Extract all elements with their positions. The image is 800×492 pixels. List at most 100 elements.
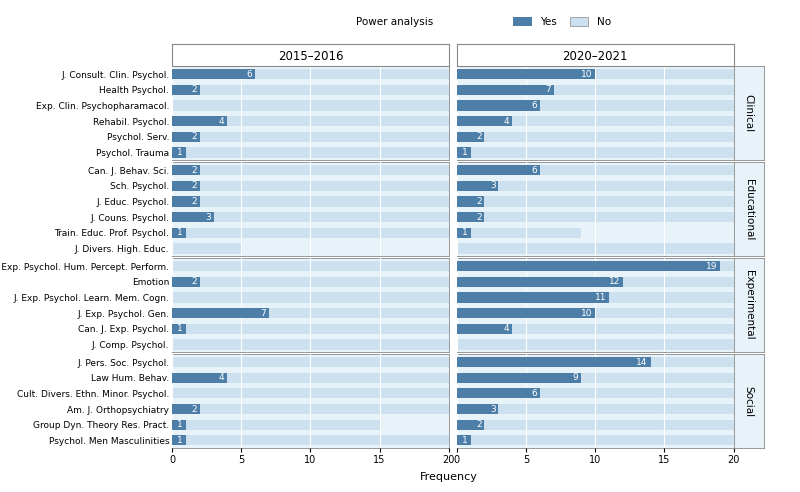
Text: 2: 2 <box>476 197 482 206</box>
Bar <box>457 292 734 303</box>
Bar <box>457 339 734 349</box>
Text: 14: 14 <box>637 358 648 367</box>
Text: 6: 6 <box>531 389 537 398</box>
Bar <box>172 228 186 238</box>
Text: 6: 6 <box>531 166 537 175</box>
Bar <box>457 196 734 207</box>
Bar <box>457 181 734 191</box>
Bar <box>457 181 498 191</box>
Bar <box>457 324 512 334</box>
Text: 3: 3 <box>490 404 495 414</box>
Bar <box>457 435 734 445</box>
Text: 10: 10 <box>581 308 593 318</box>
Bar <box>172 388 449 399</box>
Text: 7: 7 <box>260 308 266 318</box>
Text: 6: 6 <box>531 101 537 110</box>
Text: 2: 2 <box>191 86 197 94</box>
Bar <box>172 404 449 414</box>
Bar <box>457 404 498 414</box>
Bar <box>457 261 734 271</box>
Bar <box>457 100 734 111</box>
Bar <box>457 261 720 271</box>
Bar <box>457 308 595 318</box>
Bar <box>172 132 449 142</box>
Bar <box>172 196 200 207</box>
Bar <box>457 165 734 175</box>
Bar <box>457 212 734 222</box>
Text: Clinical: Clinical <box>744 94 754 132</box>
Text: 2015–2016: 2015–2016 <box>278 50 343 63</box>
Text: 4: 4 <box>504 324 510 333</box>
Text: 3: 3 <box>205 213 210 222</box>
Text: 1: 1 <box>178 324 183 333</box>
Text: 1: 1 <box>462 148 468 157</box>
Text: 1: 1 <box>462 436 468 445</box>
Text: 1: 1 <box>178 148 183 157</box>
Text: Social: Social <box>744 386 754 417</box>
Bar <box>172 196 449 207</box>
Text: 6: 6 <box>246 70 252 79</box>
Text: 2: 2 <box>191 277 197 286</box>
Bar <box>457 69 595 79</box>
Text: 2: 2 <box>191 182 197 190</box>
Bar <box>457 404 734 414</box>
Text: 4: 4 <box>219 373 225 382</box>
Bar <box>172 261 449 271</box>
Bar <box>172 228 449 238</box>
Bar <box>172 277 200 287</box>
Bar <box>172 165 200 175</box>
Bar <box>457 100 540 111</box>
Bar <box>172 181 449 191</box>
Bar <box>172 116 449 126</box>
Bar <box>172 69 255 79</box>
Bar <box>172 420 186 430</box>
Bar <box>172 212 214 222</box>
Bar <box>172 165 449 175</box>
Bar <box>172 357 449 367</box>
Bar <box>172 244 242 253</box>
Text: 2: 2 <box>476 213 482 222</box>
Bar <box>172 69 449 79</box>
Bar <box>172 420 379 430</box>
Bar <box>457 324 734 334</box>
Text: Educational: Educational <box>744 179 754 240</box>
Bar <box>457 388 734 399</box>
Text: 1: 1 <box>178 436 183 445</box>
Text: 1: 1 <box>178 420 183 429</box>
Bar <box>457 69 734 79</box>
Bar <box>457 85 734 95</box>
Bar <box>172 404 200 414</box>
Text: 1: 1 <box>178 228 183 237</box>
Bar <box>172 277 449 287</box>
Bar <box>457 228 470 238</box>
Text: 2: 2 <box>476 420 482 429</box>
Bar <box>172 148 186 157</box>
Bar <box>457 420 734 430</box>
Bar <box>457 228 582 238</box>
Text: 2: 2 <box>191 132 197 141</box>
Bar <box>457 165 540 175</box>
Text: 3: 3 <box>490 182 495 190</box>
Bar <box>172 324 186 334</box>
Bar <box>457 292 609 303</box>
Text: 4: 4 <box>219 117 225 126</box>
Bar <box>172 435 449 445</box>
Text: Experimental: Experimental <box>744 271 754 340</box>
Text: 2: 2 <box>476 132 482 141</box>
Text: 7: 7 <box>545 86 551 94</box>
Bar <box>172 132 200 142</box>
Legend: Yes, No: Yes, No <box>514 17 610 27</box>
Text: Frequency: Frequency <box>420 472 478 482</box>
Text: Power analysis: Power analysis <box>356 17 434 27</box>
Text: 11: 11 <box>594 293 606 302</box>
Text: 9: 9 <box>573 373 578 382</box>
Text: 1: 1 <box>462 228 468 237</box>
Bar <box>457 435 470 445</box>
Bar <box>457 357 650 367</box>
Bar <box>172 435 186 445</box>
Bar <box>172 292 449 303</box>
Bar <box>457 277 623 287</box>
Text: 4: 4 <box>504 117 510 126</box>
Text: 10: 10 <box>581 70 593 79</box>
Bar <box>457 420 485 430</box>
